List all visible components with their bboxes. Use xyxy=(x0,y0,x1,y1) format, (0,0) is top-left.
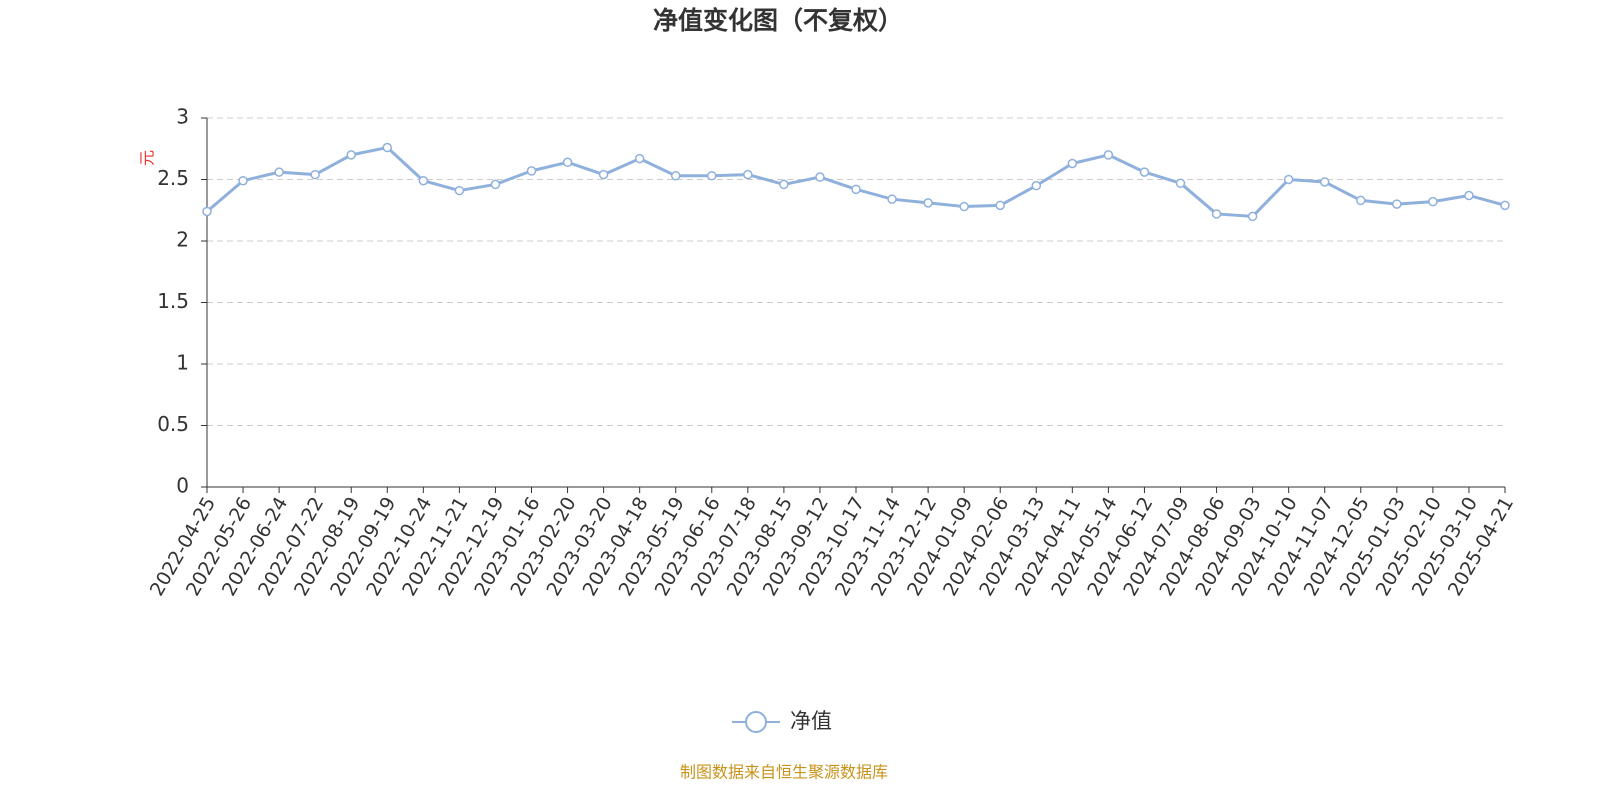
data-point xyxy=(1247,211,1258,222)
data-point xyxy=(1103,150,1114,160)
legend-marker xyxy=(745,711,767,733)
data-point xyxy=(1139,167,1150,177)
legend-label: 净值 xyxy=(790,709,832,733)
data-point xyxy=(454,185,465,196)
data-point xyxy=(959,201,969,212)
data-point xyxy=(1283,174,1294,185)
y-tick-label: 1.5 xyxy=(157,289,189,313)
data-point xyxy=(1500,200,1510,211)
data-point xyxy=(382,142,393,153)
y-tick-label: 3 xyxy=(176,105,189,129)
data-point xyxy=(1356,195,1366,206)
data-point xyxy=(1464,190,1474,201)
data-point xyxy=(274,167,284,177)
data-point xyxy=(851,184,861,195)
data-point xyxy=(490,179,501,190)
data-point xyxy=(1067,158,1078,169)
data-point xyxy=(887,194,897,204)
source-note: 制图数据来自恒生聚源数据库 xyxy=(680,763,888,782)
data-point xyxy=(346,150,356,160)
data-point xyxy=(562,157,573,168)
data-point xyxy=(743,169,753,180)
data-point xyxy=(779,179,789,190)
y-tick-label: 1 xyxy=(176,351,189,375)
y-tick-label: 0.5 xyxy=(157,412,189,436)
data-point xyxy=(815,172,825,182)
data-point xyxy=(670,171,681,181)
data-point xyxy=(995,200,1005,211)
data-point xyxy=(526,166,537,176)
data-point xyxy=(238,175,248,186)
y-axis-label: 元 xyxy=(138,150,157,166)
data-point xyxy=(923,198,933,208)
data-point xyxy=(418,175,429,186)
y-tick-label: 2 xyxy=(176,228,189,252)
series-line xyxy=(206,146,1506,218)
data-point xyxy=(202,206,212,217)
data-point xyxy=(634,153,645,164)
data-point xyxy=(707,171,717,181)
data-point xyxy=(1319,177,1330,187)
data-point xyxy=(1428,196,1438,207)
data-point xyxy=(1175,178,1186,188)
data-point xyxy=(1211,209,1222,219)
y-tick-label: 0 xyxy=(176,474,189,498)
data-point xyxy=(598,169,609,180)
y-tick-label: 2.5 xyxy=(157,166,189,190)
data-point xyxy=(1392,199,1402,209)
chart-title: 净值变化图（不复权） xyxy=(653,6,903,35)
data-point xyxy=(1031,180,1042,191)
data-point xyxy=(310,169,320,180)
